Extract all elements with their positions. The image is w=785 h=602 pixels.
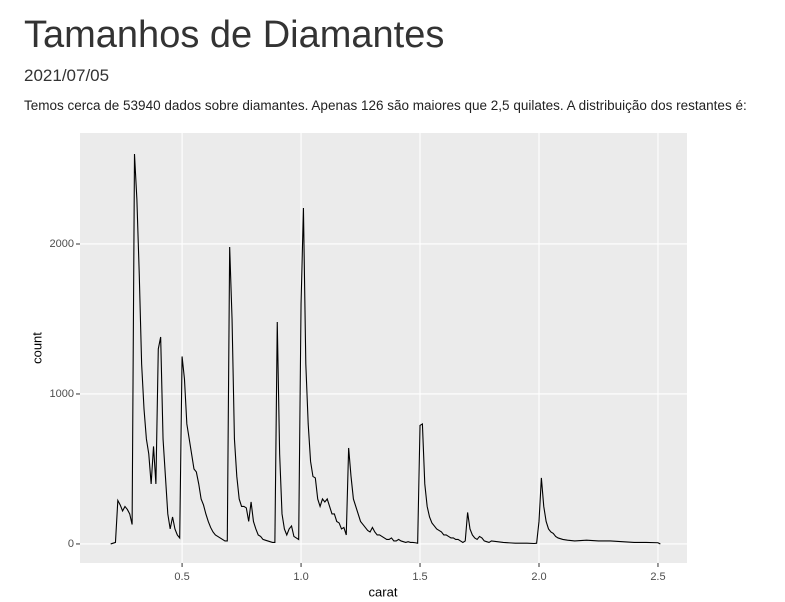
page-title: Tamanhos de Diamantes bbox=[24, 14, 445, 56]
y-tick-label: 0 bbox=[68, 538, 74, 550]
chart: carat count 0 1000 2000 0.5 1.0 1.5 2.0 2.5 bbox=[29, 133, 687, 599]
x-tick-label: 2.0 bbox=[531, 571, 546, 583]
panel bbox=[80, 133, 687, 563]
y-tick-label: 2000 bbox=[50, 238, 74, 250]
y-tick-label: 1000 bbox=[50, 388, 74, 400]
y-axis-label: count bbox=[29, 332, 44, 364]
x-tick-label: 1.5 bbox=[412, 571, 427, 583]
paragraph: Temos cerca de 53940 dados sobre diamant… bbox=[24, 98, 747, 113]
date: 2021/07/05 bbox=[24, 66, 110, 85]
line bbox=[110, 153, 661, 545]
x-tick-label: 0.5 bbox=[174, 571, 189, 583]
x-tick-label: 2.5 bbox=[650, 571, 665, 583]
x-axis-label: carat bbox=[369, 584, 398, 599]
x-tick-label: 1.0 bbox=[293, 571, 308, 583]
